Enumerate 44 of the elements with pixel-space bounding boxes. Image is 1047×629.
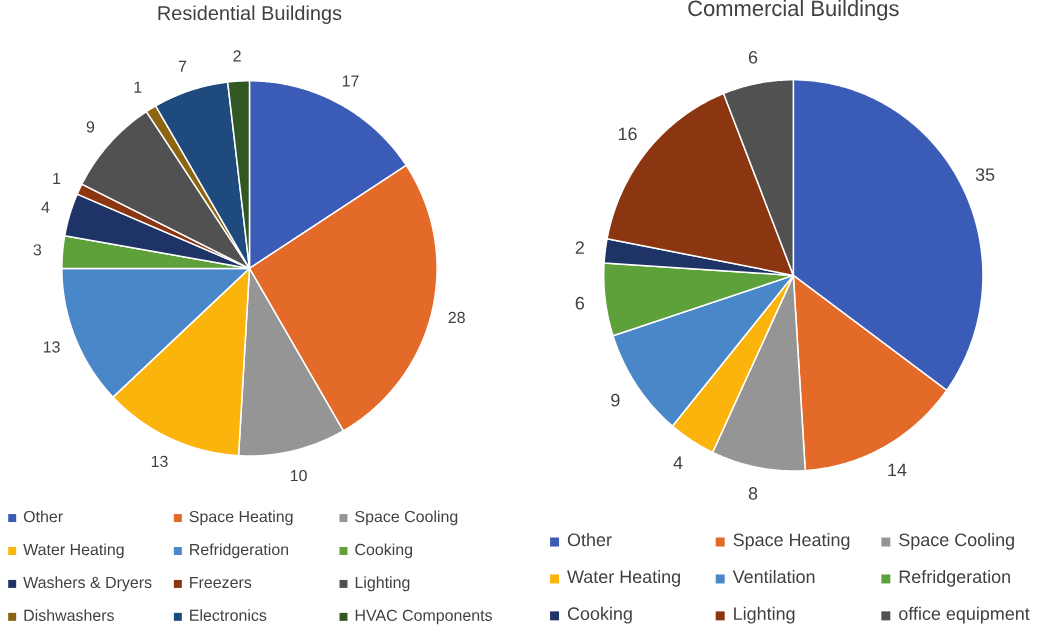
data-label: 13 [43,341,60,353]
legend-label: Washers & Dryers [23,576,152,592]
data-label: 3 [33,244,42,256]
data-label: 14 [888,463,907,477]
legend-label: Freezers [190,577,252,589]
data-label: 2 [233,50,241,62]
data-label: 1 [134,81,142,93]
data-label: 7 [178,60,187,72]
legend-label: Space Cooling [355,510,458,526]
data-label: 2 [575,241,584,254]
chart-title: Commercial Buildings [688,0,899,21]
legend-label: Space Heating [733,533,850,550]
data-label: 6 [575,297,585,310]
legend-label: Lighting [734,607,795,624]
legend-label: HVAC Components [355,609,492,625]
chart-title: Residential Buildings [158,5,342,25]
data-label: 16 [618,127,637,141]
legend-label: Refridgeration [190,543,289,559]
legend-label: Lighting [355,576,410,592]
legend-label: Water Heating [567,570,680,587]
data-label: 17 [342,75,359,87]
data-label: 4 [41,202,50,214]
legend-label: Cooking [355,543,413,559]
data-label: 10 [290,470,307,482]
legend-label: Other [23,510,63,523]
legend-label: Other [567,533,612,547]
legend-label: Dishwashers [24,609,114,622]
data-label: 4 [673,456,683,470]
data-label: 9 [611,393,620,407]
legend-label: Refridgeration [899,570,1010,587]
data-label: 35 [975,168,995,182]
legend-label: Ventilation [732,570,815,584]
legend-label: Electronics [190,609,267,622]
data-label: 13 [151,455,168,468]
legend-label: Space Heating [189,510,293,526]
data-label: 28 [448,312,465,324]
data-label: 1 [53,173,61,185]
legend-label: Water Heating [23,543,124,559]
legend-label: Space Cooling [899,533,1014,550]
data-label: 8 [748,487,758,500]
legend-label: office equipment [899,607,1030,624]
data-label: 9 [86,121,95,133]
data-label: 6 [748,51,758,64]
legend-label: Cooking [567,607,632,624]
